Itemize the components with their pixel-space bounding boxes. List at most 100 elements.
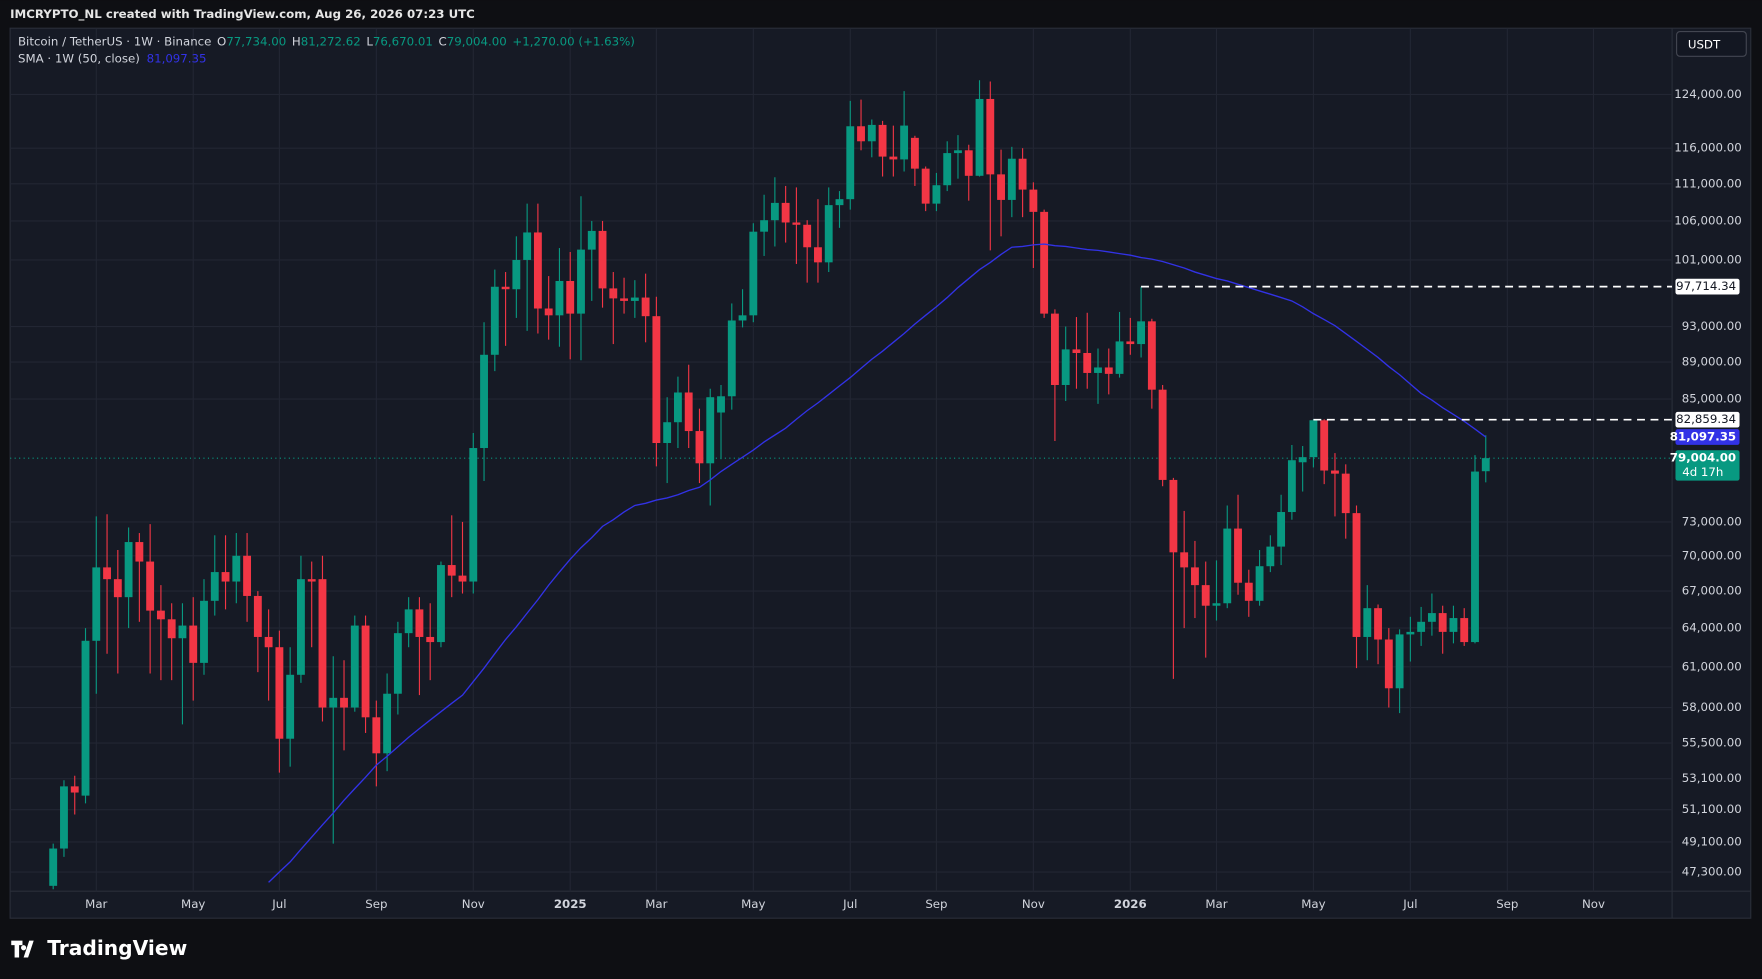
last-price-badge — [1675, 450, 1740, 481]
candle-body — [857, 126, 865, 142]
candle-body — [1481, 458, 1490, 472]
y-tick-label: 70,000.00 — [1682, 548, 1742, 562]
x-tick-label: Sep — [925, 897, 947, 911]
candle-body — [329, 697, 338, 708]
candle-body — [975, 98, 984, 176]
legend-value: 76,670.01 — [373, 34, 433, 48]
candle-body — [523, 232, 532, 260]
x-tick-label: May — [741, 897, 765, 911]
candle-body — [1363, 608, 1372, 637]
x-tick-label: Mar — [1205, 897, 1227, 911]
candle-body — [415, 609, 424, 637]
candle-body — [1352, 513, 1361, 637]
y-tick-label: 64,000.00 — [1682, 621, 1742, 635]
candle-body — [1104, 367, 1113, 374]
candle-body — [1018, 158, 1027, 190]
candle-body — [533, 232, 542, 309]
candle-body — [501, 286, 510, 290]
candle-body — [577, 249, 585, 314]
candle-body — [297, 579, 305, 675]
candle-body — [1147, 321, 1156, 390]
header: IMCRYPTO_NL created with TradingView.com… — [10, 7, 475, 22]
candle-body — [598, 230, 607, 289]
candle-body — [770, 202, 779, 221]
candle-body — [878, 124, 887, 157]
candle-body — [824, 205, 833, 263]
candle-body — [113, 579, 122, 598]
sma-badge-label: 81,097.35 — [1670, 430, 1736, 444]
candle-body — [673, 392, 682, 423]
price-badge — [1675, 278, 1740, 295]
candle-body — [340, 697, 348, 708]
candle-body — [620, 298, 629, 301]
candle-body — [1417, 621, 1426, 632]
candle-body — [512, 259, 521, 290]
legend-symbol: Bitcoin / TetherUS · 1W · Binance — [18, 34, 211, 48]
candle-body — [232, 555, 241, 582]
candle-body — [1309, 420, 1318, 458]
candle-body — [1223, 528, 1232, 604]
candle-body — [124, 542, 133, 598]
candle-body — [167, 619, 176, 639]
candle-body — [1072, 349, 1081, 353]
candle-body — [221, 572, 230, 582]
candle-body — [1266, 546, 1275, 567]
candle-body — [1061, 349, 1070, 385]
candle-body — [846, 126, 855, 200]
candle-body — [964, 150, 973, 176]
currency-label[interactable]: USDT — [1688, 38, 1721, 52]
candle-body — [200, 600, 208, 663]
candle-body — [70, 786, 79, 793]
candle-body — [695, 431, 704, 464]
candle-body — [253, 595, 262, 637]
y-tick-label: 89,000.00 — [1682, 355, 1742, 369]
candle-body — [1244, 582, 1253, 601]
candle-body — [1384, 639, 1393, 689]
candle-body — [1115, 341, 1124, 374]
y-tick-label: 73,000.00 — [1682, 514, 1742, 528]
candle-body — [943, 153, 952, 186]
candle-body — [469, 448, 478, 582]
candle-body — [1180, 552, 1189, 568]
candle-body — [1040, 211, 1049, 314]
x-tick-label: Mar — [85, 897, 107, 911]
x-tick-label: 2025 — [554, 897, 587, 911]
candle-body — [1158, 389, 1167, 480]
candle-body — [932, 185, 941, 204]
candle-body — [544, 308, 553, 316]
y-tick-label: 53,100.00 — [1682, 771, 1742, 785]
plot-area — [10, 80, 1673, 890]
y-tick-label: 47,300.00 — [1682, 865, 1742, 879]
sma-legend-name: SMA · 1W (50, close) — [18, 51, 140, 65]
candle-body — [760, 220, 769, 232]
y-tick-label: 111,000.00 — [1674, 176, 1741, 190]
y-tick-label: 51,100.00 — [1682, 802, 1742, 816]
candle-body — [587, 230, 596, 250]
candle-body — [426, 636, 435, 643]
candle-body — [49, 848, 58, 886]
y-tick-label: 58,000.00 — [1682, 700, 1742, 714]
candle-body — [135, 542, 144, 562]
candle-body — [781, 202, 790, 223]
candle-body — [652, 316, 661, 444]
x-tick-label: 2026 — [1114, 897, 1147, 911]
candle-body — [1094, 367, 1102, 373]
y-tick-label: 101,000.00 — [1674, 252, 1741, 266]
price-badge-label: 97,714.34 — [1676, 279, 1736, 293]
y-tick-label: 106,000.00 — [1674, 213, 1741, 227]
countdown: 4d 17h — [1682, 465, 1723, 479]
candle-body — [1449, 618, 1458, 632]
candle-body — [1438, 613, 1447, 632]
candle-body — [1331, 470, 1339, 474]
x-tick-label: Sep — [365, 897, 387, 911]
candle-body — [103, 567, 111, 580]
legend-change: +1,270.00 (+1.63%) — [512, 34, 635, 48]
candle-body — [1169, 479, 1178, 553]
sma-line — [268, 243, 1487, 883]
x-tick-label: May — [181, 897, 205, 911]
candle-body — [383, 693, 392, 754]
candle-body — [663, 422, 672, 444]
candle-body — [243, 555, 252, 596]
candle-body — [1471, 471, 1479, 643]
currency-button[interactable] — [1676, 31, 1747, 57]
